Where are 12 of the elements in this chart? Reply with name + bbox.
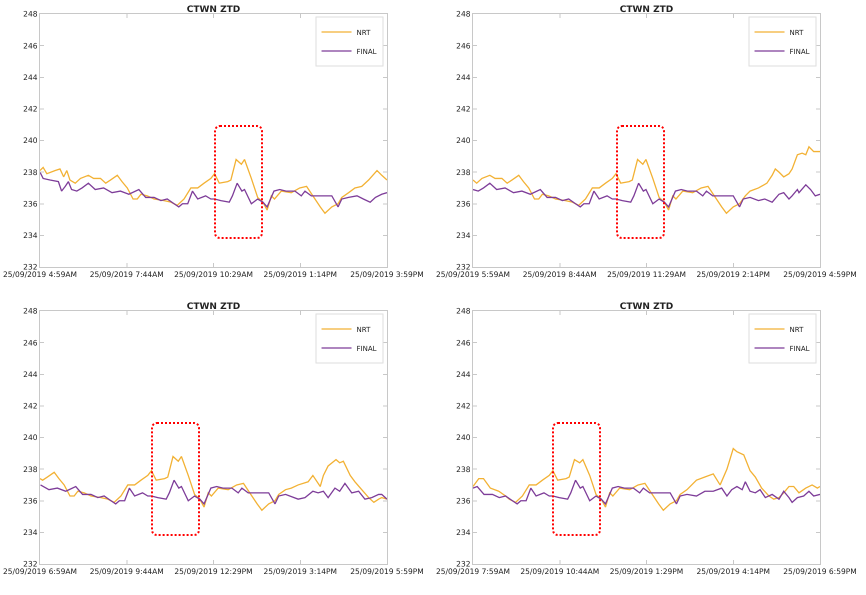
line-series [473,448,820,511]
chart-title: CTWN ZTD [620,5,674,15]
chart-title: CTWN ZTD [186,302,240,312]
line-series [473,146,820,214]
line-series [40,171,387,208]
line-series [473,182,820,208]
line-series [40,480,387,505]
line-series [40,158,387,214]
line-series [473,480,820,505]
line-series [40,456,387,511]
chart-title: CTWN ZTD [186,5,240,15]
chart-title: CTWN ZTD [620,302,674,312]
